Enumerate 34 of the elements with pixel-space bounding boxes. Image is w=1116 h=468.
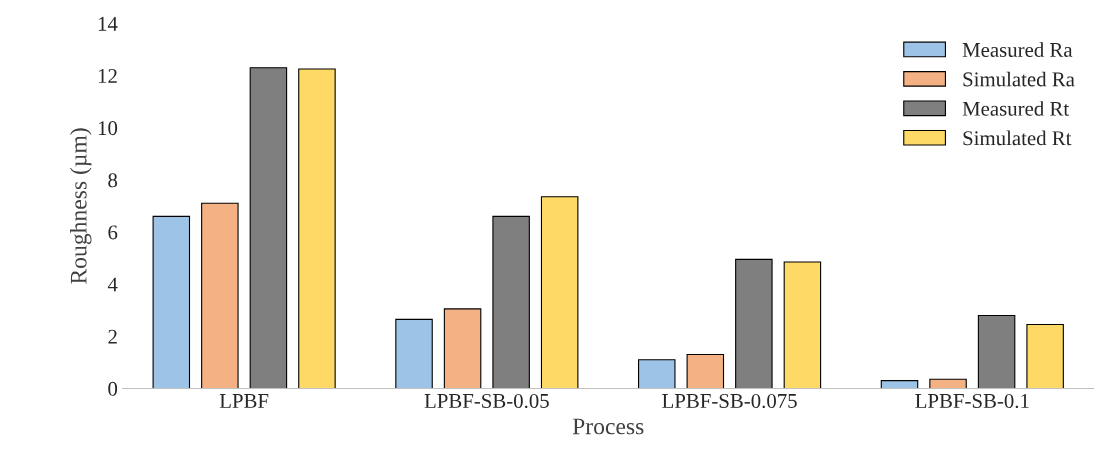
bar <box>686 353 725 389</box>
bar <box>880 380 919 389</box>
x-tick-label: LPBF-SB-0.05 <box>424 393 549 409</box>
bar <box>1026 324 1064 389</box>
y-axis-title: Roughness (µm) <box>70 128 92 284</box>
y-tick-label: 2 <box>108 329 117 344</box>
bar <box>395 318 433 389</box>
legend-label: Measured Ra <box>962 42 1073 57</box>
bar <box>249 67 288 389</box>
bar <box>929 378 967 389</box>
x-axis-title: Process <box>572 418 644 435</box>
bar <box>443 308 482 389</box>
y-tick-label: 4 <box>107 277 118 292</box>
bar <box>201 202 239 389</box>
legend-label: Simulated Rt <box>963 130 1072 146</box>
y-tick-label: 6 <box>108 225 118 240</box>
x-tick-label: LPBF-SB-0.075 <box>662 393 797 409</box>
y-tick-label: 8 <box>108 173 118 188</box>
y-tick-label: 12 <box>98 68 117 83</box>
x-tick-label: LPBF <box>219 394 269 408</box>
x-tick-label: LPBF-SB-0.1 <box>915 393 1029 409</box>
bar <box>783 261 822 389</box>
bar <box>735 258 773 389</box>
bar <box>152 215 191 389</box>
y-tick-label: 0 <box>108 381 118 396</box>
bar <box>492 215 530 389</box>
legend-label: Simulated Ra <box>963 71 1075 87</box>
bar <box>638 359 676 389</box>
y-tick-label: 14 <box>98 16 118 31</box>
y-tick-label: 10 <box>98 121 118 136</box>
bar <box>540 196 579 389</box>
bar <box>298 68 336 389</box>
legend-label: Measured Rt <box>962 101 1070 116</box>
bar <box>977 314 1016 389</box>
